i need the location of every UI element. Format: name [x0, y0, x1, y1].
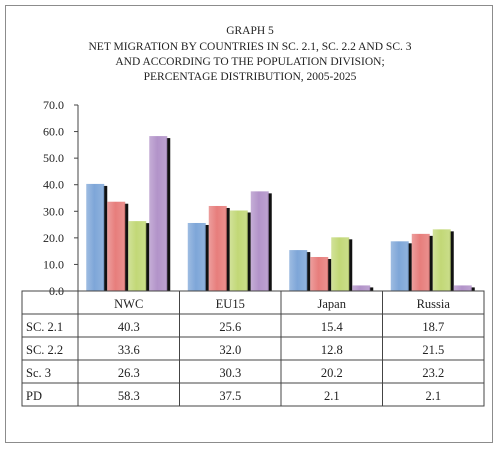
data-value-cell: 33.6 — [118, 343, 140, 357]
bar-shadow — [204, 224, 209, 291]
data-value-cell: 12.8 — [321, 343, 343, 357]
data-value-cell: 32.0 — [219, 343, 241, 357]
data-value-cell: 20.2 — [321, 366, 343, 380]
data-value-cell: 30.3 — [219, 366, 241, 380]
bar-shadow — [166, 138, 171, 291]
bar-pd-japan — [352, 285, 371, 291]
data-value-cell: 58.3 — [118, 389, 140, 403]
y-tick-label: 10.0 — [43, 257, 64, 271]
legend-series-label: PD — [26, 389, 42, 403]
bar-pd-russia — [453, 285, 472, 291]
chart-title-line: PERCENTAGE DISTRIBUTION, 2005-2025 — [144, 71, 357, 83]
y-tick-label: 40.0 — [43, 178, 64, 192]
bar-sc-2-1-japan — [289, 250, 308, 291]
bar-shadow — [246, 212, 251, 291]
bar-shadow — [407, 243, 412, 291]
bar-shadow — [267, 193, 272, 291]
bar-shadow — [306, 252, 311, 291]
bar-shadow — [145, 223, 150, 291]
x-category-label: NWC — [114, 297, 143, 311]
bar-sc-3-eu15 — [229, 210, 248, 291]
bar-shadow — [369, 287, 374, 291]
y-tick-label: 50.0 — [43, 151, 64, 165]
chart-title-line: NET MIGRATION BY COUNTRIES IN SC. 2.1, S… — [89, 41, 412, 53]
y-tick-label: 30.0 — [43, 204, 64, 218]
bar-shadow — [103, 185, 108, 291]
y-tick-label: 20.0 — [43, 231, 64, 245]
bar-sc-3-nwc — [128, 221, 147, 291]
data-value-cell: 40.3 — [118, 320, 140, 334]
data-value-cell: 37.5 — [219, 389, 241, 403]
bar-pd-nwc — [149, 136, 168, 291]
bar-pd-eu15 — [250, 191, 269, 291]
bar-shadow — [449, 231, 454, 291]
bar-sc-3-japan — [331, 237, 350, 291]
data-table-border — [21, 290, 485, 407]
bar-sc-2-2-eu15 — [208, 205, 227, 291]
data-value-cell: 21.5 — [422, 343, 444, 357]
bar-shadow — [327, 258, 332, 291]
bar-shadow — [470, 287, 475, 291]
legend-series-label: Sc. 3 — [26, 366, 51, 380]
bar-shadow — [225, 207, 230, 291]
bar-sc-2-1-russia — [390, 241, 409, 291]
x-category-label: Russia — [417, 297, 451, 311]
data-value-cell: 18.7 — [422, 320, 444, 334]
chart-title-line: AND ACCORDING TO THE POPULATION DIVISION… — [115, 56, 384, 68]
data-value-cell: 2.1 — [324, 389, 340, 403]
legend-series-label: SC. 2.1 — [26, 320, 63, 334]
bar-sc-2-1-eu15 — [187, 222, 206, 291]
data-value-cell: 15.4 — [321, 320, 344, 334]
bar-sc-3-russia — [432, 229, 451, 291]
data-value-cell: 2.1 — [425, 389, 441, 403]
y-tick-label: 60.0 — [43, 125, 64, 139]
bar-sc-2-2-japan — [310, 256, 329, 291]
x-category-label: EU15 — [216, 297, 245, 311]
data-value-cell: 26.3 — [118, 366, 140, 380]
x-category-label: Japan — [318, 297, 347, 311]
bar-shadow — [348, 239, 353, 291]
bar-shadow — [428, 235, 433, 291]
data-value-cell: 23.2 — [422, 366, 444, 380]
legend-series-label: SC. 2.2 — [26, 343, 63, 357]
bar-shadow — [124, 203, 129, 291]
chart-title-line: GRAPH 5 — [226, 25, 274, 37]
bar-sc-2-2-russia — [411, 233, 430, 291]
bar-sc-2-1-nwc — [86, 183, 105, 291]
y-tick-label: 70.0 — [43, 98, 64, 112]
data-value-cell: 25.6 — [219, 320, 241, 334]
bar-sc-2-2-nwc — [107, 201, 126, 291]
